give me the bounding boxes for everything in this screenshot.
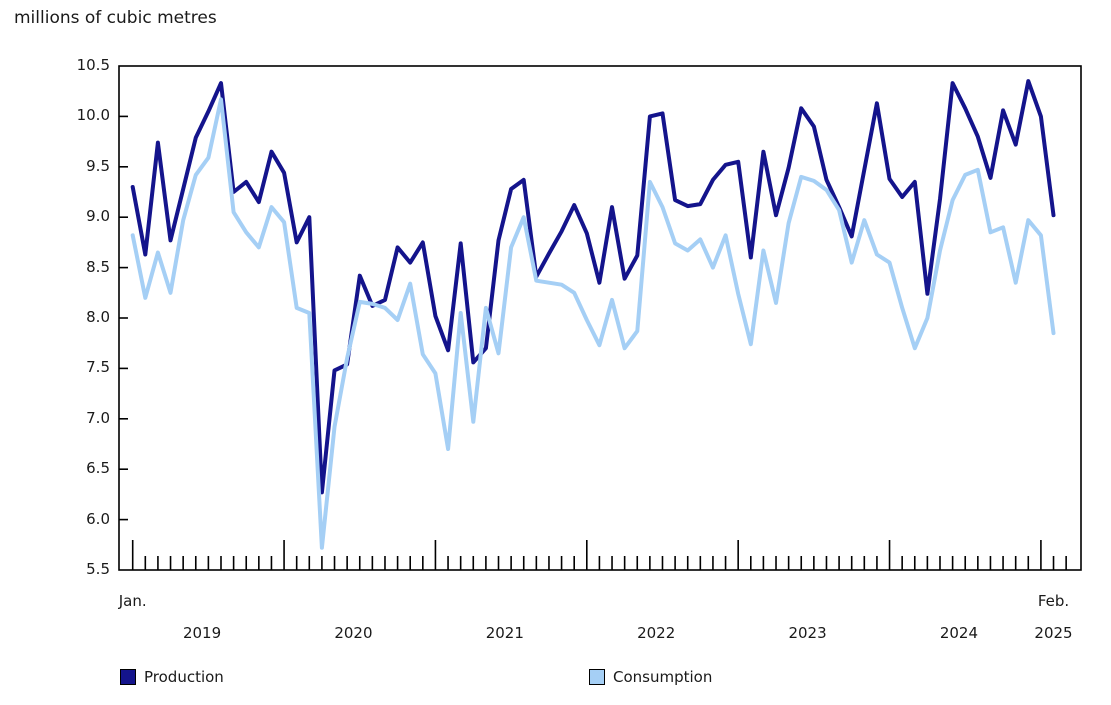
y-axis-label: 7.0 <box>86 408 110 427</box>
legend-item-production: Production <box>120 666 224 688</box>
x-label-year: 2024 <box>939 624 978 642</box>
y-axis-label: 6.0 <box>86 509 110 528</box>
x-label-first-month: Jan. <box>118 592 147 610</box>
x-label-year: 2022 <box>637 624 676 642</box>
consumption-line <box>130 97 1056 550</box>
y-axis-label: 8.0 <box>86 308 110 326</box>
y-axis-label: 5.5 <box>86 560 110 578</box>
x-label-year: 2025 <box>1034 624 1073 642</box>
x-label-year: 2023 <box>788 624 827 642</box>
plot-frame <box>118 65 1082 571</box>
y-axis-label: 9.0 <box>86 207 110 226</box>
legend-label-consumption: Consumption <box>613 668 713 686</box>
legend-label-production: Production <box>144 668 224 686</box>
production-line <box>130 79 1056 495</box>
y-axis-label: 10.0 <box>76 106 110 125</box>
legend-item-consumption: Consumption <box>589 666 712 688</box>
y-axis-label: 8.5 <box>86 257 110 276</box>
x-label-year: 2020 <box>334 624 373 642</box>
consumption-color-swatch <box>589 669 605 685</box>
production-color-swatch <box>120 669 136 685</box>
y-axis-label: 6.5 <box>86 459 110 478</box>
y-axis-label: 9.5 <box>86 156 110 175</box>
y-axis-label: 10.5 <box>76 56 110 74</box>
x-label-year: 2019 <box>182 624 222 642</box>
y-axis-label: 7.5 <box>86 358 110 377</box>
x-label-last-month: Feb. <box>1037 592 1070 610</box>
chart-title: millions of cubic metres <box>14 8 217 28</box>
x-label-year: 2021 <box>485 624 524 642</box>
chart-legend: Production Consumption <box>0 666 1111 696</box>
